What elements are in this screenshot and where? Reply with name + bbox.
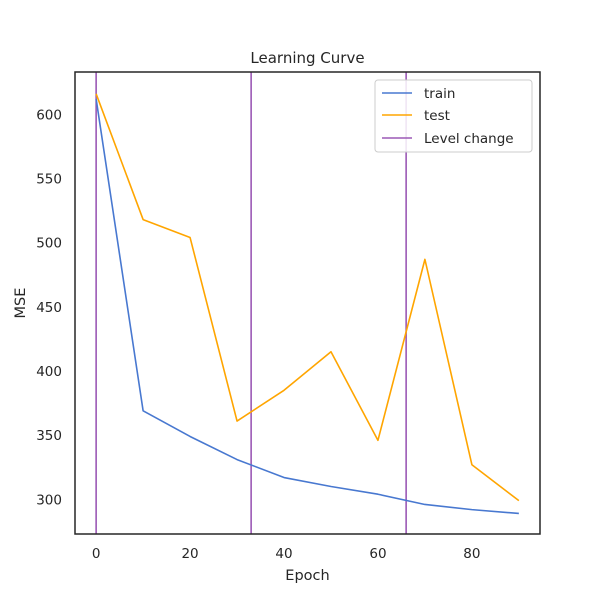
x-tick-label: 0 xyxy=(92,546,101,562)
x-tick-label: 60 xyxy=(369,546,386,562)
y-tick-label: 500 xyxy=(36,236,62,252)
x-tick-label: 40 xyxy=(275,546,292,562)
y-tick-label: 400 xyxy=(36,364,62,380)
x-tick-label: 80 xyxy=(463,546,480,562)
legend: train test Level change xyxy=(375,80,532,152)
legend-label-level-change: Level change xyxy=(424,131,514,147)
y-tick-label: 600 xyxy=(36,107,62,123)
legend-label-train: train xyxy=(424,86,455,102)
x-tick-label: 20 xyxy=(181,546,198,562)
y-axis-label: MSE xyxy=(13,288,29,319)
legend-label-test: test xyxy=(424,108,450,124)
y-tick-label: 300 xyxy=(36,492,62,508)
y-tick-label: 350 xyxy=(36,428,62,444)
x-axis-label: Epoch xyxy=(285,568,329,584)
chart-title: Learning Curve xyxy=(250,49,364,67)
y-tick-label: 450 xyxy=(36,300,62,316)
y-tick-label: 550 xyxy=(36,172,62,188)
